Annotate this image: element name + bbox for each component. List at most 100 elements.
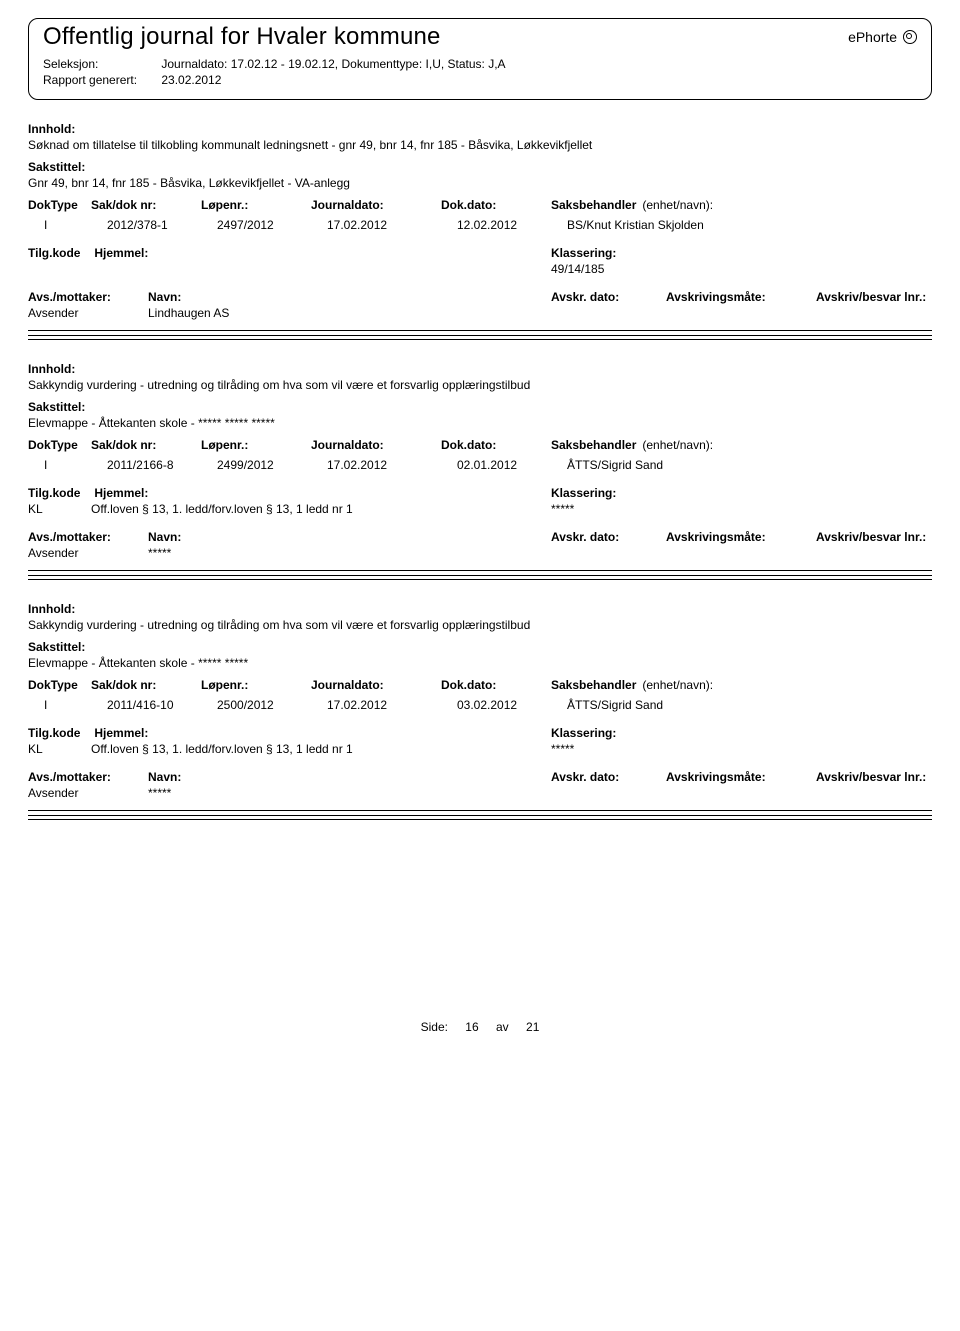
tilg-row: Tilg.kode Hjemmel: KLOff.loven § 13, 1. … [28,726,932,756]
lopenr-value: 2500/2012 [217,698,327,712]
doktype-header: DokType [28,438,91,452]
doktype-value: I [28,458,107,472]
avskrdato-label: Avskr. dato: [551,770,666,784]
sakdok-value: 2011/2166-8 [107,458,217,472]
avskrdato-label: Avskr. dato: [551,530,666,544]
hjemmel-label: Hjemmel: [94,486,148,500]
columns-header: DokType Sak/dok nr: Løpenr.: Journaldato… [28,678,932,692]
klassering-block: Klassering: ***** [551,486,616,516]
avskrdato-label: Avskr. dato: [551,290,666,304]
enhet-navn-label: (enhet/navn): [642,438,713,452]
navn-label: Navn: [148,530,551,544]
klassering-block: Klassering: 49/14/185 [551,246,616,276]
journal-entry: Innhold: Søknad om tillatelse til tilkob… [28,122,932,340]
navn-label: Navn: [148,290,551,304]
innhold-label: Innhold: [28,602,932,616]
sakstittel-label: Sakstittel: [28,160,932,174]
sakstittel-text: Elevmappe - Åttekanten skole - ***** ***… [28,416,932,430]
klassering-label: Klassering: [551,246,616,260]
avs-header-row: Avs./mottaker: Navn: Avskr. dato: Avskri… [28,290,932,304]
header-meta: Seleksjon: Journaldato: 17.02.12 - 19.02… [43,57,917,87]
avs-header-row: Avs./mottaker: Navn: Avskr. dato: Avskri… [28,530,932,544]
tilg-left: Tilg.kode Hjemmel: KLOff.loven § 13, 1. … [28,726,551,756]
klassering-block: Klassering: ***** [551,726,616,756]
avsender-label: Avsender [28,306,148,320]
dokdato-header: Dok.dato: [441,198,551,212]
navn-label: Navn: [148,770,551,784]
seleksjon-label: Seleksjon: [43,57,158,71]
lopenr-header: Løpenr.: [201,198,311,212]
journaldato-header: Journaldato: [311,678,441,692]
lopenr-header: Løpenr.: [201,678,311,692]
tilg-row: Tilg.kode Hjemmel: Klassering: 49/14/185 [28,246,932,276]
hjemmel-value: Off.loven § 13, 1. ledd/forv.loven § 13,… [91,742,353,756]
innhold-text: Søknad om tillatelse til tilkobling komm… [28,138,932,152]
tilg-left: Tilg.kode Hjemmel: KLOff.loven § 13, 1. … [28,486,551,516]
header-box: ePhorte Offentlig journal for Hvaler kom… [28,18,932,100]
brand-ring-icon [903,30,917,44]
hjemmel-label: Hjemmel: [94,726,148,740]
separator-double [28,575,932,580]
page: ePhorte Offentlig journal for Hvaler kom… [0,0,960,1052]
avs-header-row: Avs./mottaker: Navn: Avskr. dato: Avskri… [28,770,932,784]
dokdato-value: 12.02.2012 [457,218,567,232]
tilgkode-value: KL [28,742,91,756]
doktype-header: DokType [28,678,91,692]
journal-entry: Innhold: Sakkyndig vurdering - utredning… [28,362,932,580]
tilgkode-label: Tilg.kode [28,486,91,500]
avskrmate-label: Avskrivingsmåte: [666,770,816,784]
avskrlnr-label: Avskriv/besvar lnr.: [816,530,932,544]
innhold-text: Sakkyndig vurdering - utredning og tilrå… [28,618,932,632]
separator-thin [28,810,932,811]
page-total: 21 [526,1020,539,1034]
lopenr-value: 2499/2012 [217,458,327,472]
hjemmel-value: Off.loven § 13, 1. ledd/forv.loven § 13,… [91,502,353,516]
columns-values: I 2011/416-10 2500/2012 17.02.2012 03.02… [28,698,932,712]
rapport-row: Rapport generert: 23.02.2012 [43,73,917,87]
saksbehandler-value: ÅTTS/Sigrid Sand [567,698,932,712]
innhold-label: Innhold: [28,122,932,136]
columns-header: DokType Sak/dok nr: Løpenr.: Journaldato… [28,438,932,452]
lopenr-header: Løpenr.: [201,438,311,452]
saksbehandler-header: Saksbehandler (enhet/navn): [551,198,932,212]
journaldato-value: 17.02.2012 [327,698,457,712]
seleksjon-value: Journaldato: 17.02.12 - 19.02.12, Dokume… [161,57,505,71]
journal-entry: Innhold: Sakkyndig vurdering - utredning… [28,602,932,820]
saksbehandler-header: Saksbehandler (enhet/navn): [551,438,932,452]
saksbehandler-value: BS/Knut Kristian Skjolden [567,218,932,232]
columns-values: I 2012/378-1 2497/2012 17.02.2012 12.02.… [28,218,932,232]
journaldato-value: 17.02.2012 [327,458,457,472]
avskrmate-label: Avskrivingsmåte: [666,290,816,304]
separator-double [28,335,932,340]
avsender-navn: ***** [148,786,551,800]
doktype-value: I [28,698,107,712]
rapport-label: Rapport generert: [43,73,158,87]
innhold-text: Sakkyndig vurdering - utredning og tilrå… [28,378,932,392]
dokdato-value: 02.01.2012 [457,458,567,472]
sakstittel-text: Gnr 49, bnr 14, fnr 185 - Båsvika, Løkke… [28,176,932,190]
sakdok-header: Sak/dok nr: [91,678,201,692]
sakdok-value: 2012/378-1 [107,218,217,232]
saksbehandler-header: Saksbehandler (enhet/navn): [551,678,932,692]
klassering-value: ***** [551,502,616,516]
seleksjon-row: Seleksjon: Journaldato: 17.02.12 - 19.02… [43,57,917,71]
hjemmel-label: Hjemmel: [94,246,148,260]
enhet-navn-label: (enhet/navn): [642,198,713,212]
avskrlnr-label: Avskriv/besvar lnr.: [816,770,932,784]
klassering-label: Klassering: [551,726,616,740]
avsender-label: Avsender [28,546,148,560]
journaldato-header: Journaldato: [311,198,441,212]
doktype-header: DokType [28,198,91,212]
avs-value-row: Avsender Lindhaugen AS [28,306,932,320]
klassering-value: 49/14/185 [551,262,616,276]
entries-container: Innhold: Søknad om tillatelse til tilkob… [28,122,932,820]
avsender-navn: Lindhaugen AS [148,306,551,320]
sakdok-value: 2011/416-10 [107,698,217,712]
columns-values: I 2011/2166-8 2499/2012 17.02.2012 02.01… [28,458,932,472]
dokdato-value: 03.02.2012 [457,698,567,712]
page-title: Offentlig journal for Hvaler kommune [43,23,917,51]
klassering-value: ***** [551,742,616,756]
brand: ePhorte [848,29,917,45]
columns-header: DokType Sak/dok nr: Løpenr.: Journaldato… [28,198,932,212]
page-footer: Side: 16 av 21 [28,1020,932,1034]
